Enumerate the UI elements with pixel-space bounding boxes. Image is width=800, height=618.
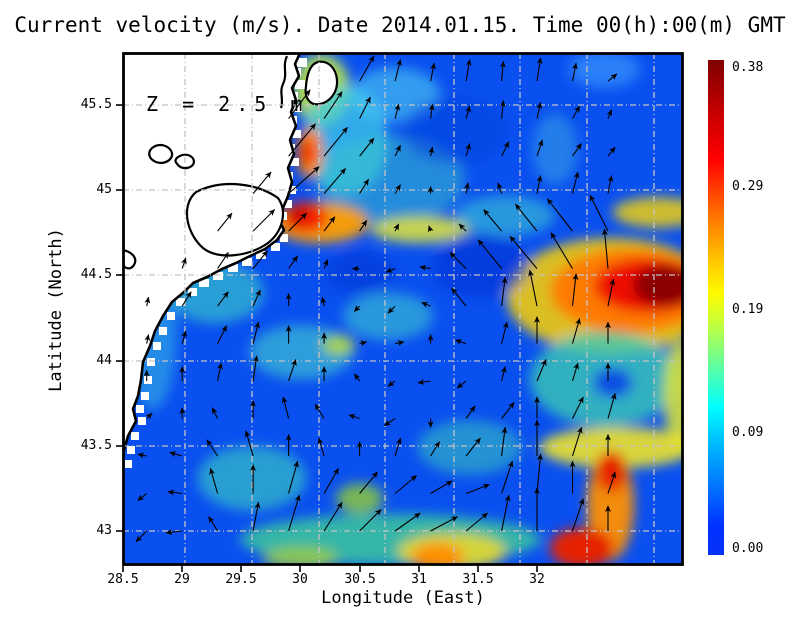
velocity-arrows: [135, 55, 618, 543]
x-tick-label: 32: [529, 572, 545, 587]
colorbar-label: 0.38: [732, 60, 764, 75]
colorbar-label: 0.19: [732, 302, 764, 317]
graticule-gridlines: [124, 54, 682, 564]
x-tick-label: 31.5: [462, 572, 494, 587]
y-tick-label: 43.5: [80, 438, 112, 453]
colorbar-label: 0.29: [732, 179, 764, 194]
x-tick-label: 28.5: [107, 572, 139, 587]
y-tick-label: 44: [96, 353, 112, 368]
x-tick-label: 30.5: [344, 572, 376, 587]
y-tick-label: 45.5: [80, 97, 112, 112]
x-tick-label: 31: [411, 572, 427, 587]
x-axis-label: Longitude (East): [321, 588, 485, 608]
x-tick-label: 29: [174, 572, 190, 587]
coastline: [124, 54, 339, 457]
plot-title: Current velocity (m/s). Date 2014.01.15.…: [14, 13, 786, 37]
y-tick-label: 45: [96, 182, 112, 197]
colorbar-label: 0.09: [732, 425, 764, 440]
colorbar: [708, 60, 724, 555]
y-axis-label: Latitude (North): [46, 228, 66, 392]
plot-frame: [122, 52, 684, 566]
y-tick-label: 43: [96, 523, 112, 538]
x-tick-label: 30: [292, 572, 308, 587]
colorbar-label: 0.00: [732, 541, 764, 556]
y-tick-label: 44.5: [80, 267, 112, 282]
x-tick-label: 29.5: [225, 572, 257, 587]
depth-annotation: Z = 2.5 m: [146, 92, 309, 116]
axis-tick-marks: [116, 104, 538, 572]
